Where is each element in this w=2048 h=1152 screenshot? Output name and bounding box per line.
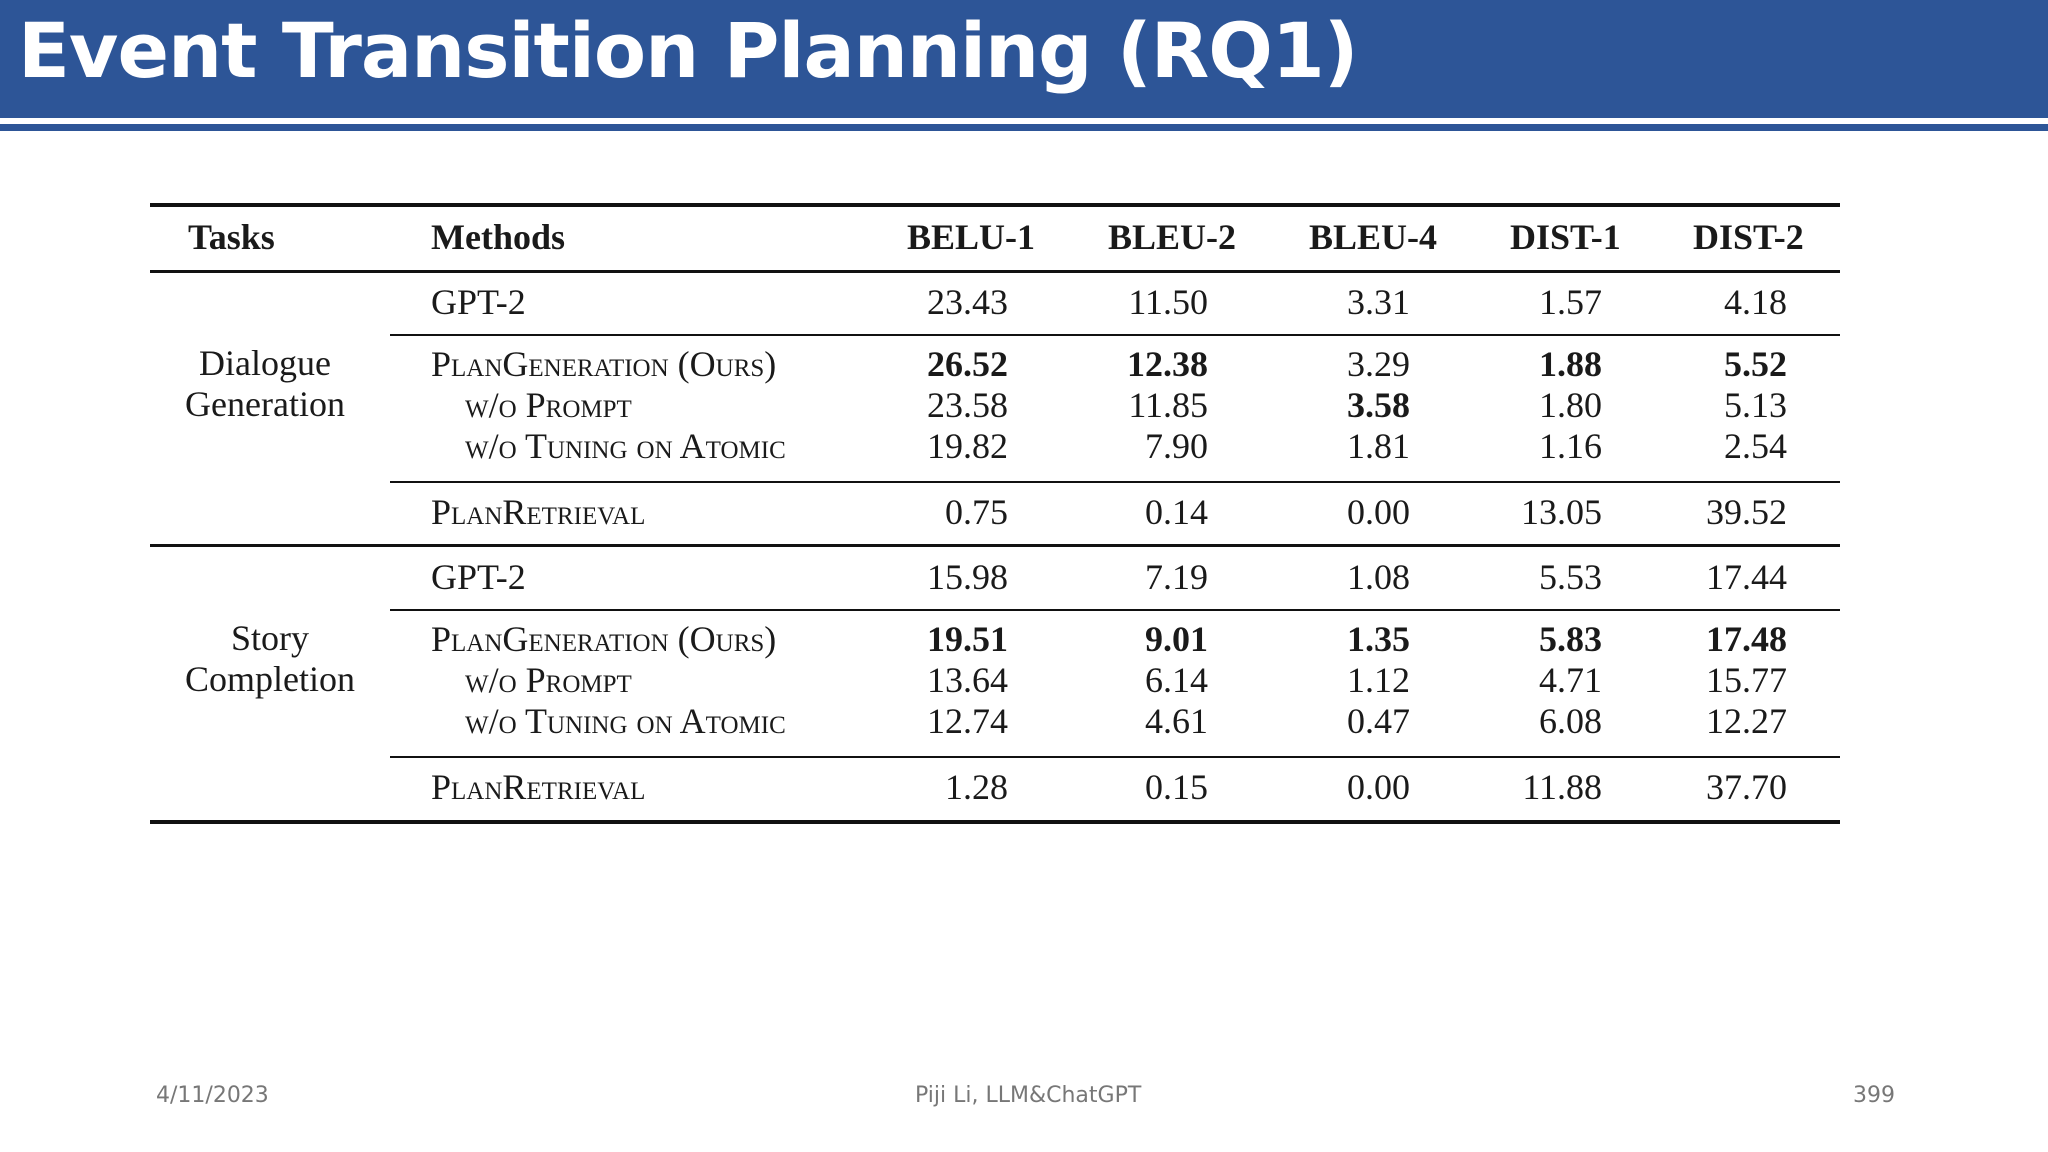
- task-label: Story Completion: [155, 618, 385, 700]
- metric-value: 13.05: [1521, 492, 1602, 532]
- title-underline: [0, 124, 2048, 131]
- metric-value: 0.47: [1347, 701, 1410, 741]
- metric-value: 13.64: [927, 660, 1008, 700]
- metric-value: 0.75: [945, 492, 1008, 532]
- method-name: PlanRetrieval: [431, 492, 646, 532]
- header-dist2: DIST-2: [1693, 217, 1804, 257]
- metric-value: 4.71: [1539, 660, 1602, 700]
- table-top-rule: [150, 203, 1840, 207]
- metric-value: 3.29: [1347, 344, 1410, 384]
- group-rule: [390, 756, 1840, 758]
- group-rule: [390, 609, 1840, 611]
- method-name: GPT-2: [431, 557, 526, 597]
- metric-value: 19.51: [927, 619, 1008, 659]
- metric-value: 12.38: [1127, 344, 1208, 384]
- footer-page: 399: [1853, 1083, 1895, 1108]
- metric-value: 1.80: [1539, 385, 1602, 425]
- task-label-line: Story: [230, 618, 309, 658]
- method-name: w/o Tuning on Atomic: [465, 701, 786, 741]
- task-label: Dialogue Generation: [150, 343, 380, 425]
- metric-value: 1.88: [1539, 344, 1602, 384]
- metric-value: 17.44: [1706, 557, 1787, 597]
- metric-value: 9.01: [1145, 619, 1208, 659]
- metric-value: 6.14: [1145, 660, 1208, 700]
- group-rule: [390, 334, 1840, 336]
- metric-value: 2.54: [1724, 426, 1787, 466]
- method-name: PlanRetrieval: [431, 767, 646, 807]
- method-name: w/o Tuning on Atomic: [465, 426, 786, 466]
- metric-value: 5.13: [1724, 385, 1787, 425]
- metric-value: 15.98: [927, 557, 1008, 597]
- metric-value: 26.52: [927, 344, 1008, 384]
- task-label-line: Generation: [185, 384, 345, 424]
- metric-value: 3.58: [1347, 385, 1410, 425]
- metric-value: 1.12: [1347, 660, 1410, 700]
- title-bar: Event Transition Planning (RQ1): [0, 0, 2048, 118]
- metric-value: 11.50: [1128, 282, 1208, 322]
- metric-value: 12.27: [1706, 701, 1787, 741]
- header-tasks: Tasks: [188, 217, 275, 257]
- metric-value: 1.35: [1347, 619, 1410, 659]
- footer-date: 4/11/2023: [156, 1083, 269, 1108]
- method-name: PlanGeneration (Ours): [431, 344, 777, 384]
- header-bleu2: BLEU-2: [1108, 217, 1237, 257]
- metric-value: 6.08: [1539, 701, 1602, 741]
- metric-value: 1.57: [1539, 282, 1602, 322]
- metric-value: 3.31: [1347, 282, 1410, 322]
- metric-value: 7.19: [1145, 557, 1208, 597]
- slide-title: Event Transition Planning (RQ1): [18, 6, 1358, 95]
- metric-value: 4.61: [1145, 701, 1208, 741]
- metric-value: 15.77: [1706, 660, 1787, 700]
- metric-value: 5.52: [1724, 344, 1787, 384]
- header-belu1: BELU-1: [907, 217, 1036, 257]
- metric-value: 12.74: [927, 701, 1008, 741]
- metric-value: 1.81: [1347, 426, 1410, 466]
- metric-value: 4.18: [1724, 282, 1787, 322]
- metric-value: 1.08: [1347, 557, 1410, 597]
- metric-value: 1.16: [1539, 426, 1602, 466]
- header-bleu4: BLEU-4: [1309, 217, 1438, 257]
- header-methods: Methods: [431, 217, 565, 257]
- method-name: w/o Prompt: [465, 660, 632, 700]
- metric-value: 0.14: [1145, 492, 1208, 532]
- metric-value: 0.00: [1347, 767, 1410, 807]
- metric-value: 23.58: [927, 385, 1008, 425]
- metric-value: 23.43: [927, 282, 1008, 322]
- metric-value: 11.88: [1522, 767, 1602, 807]
- metric-value: 0.00: [1347, 492, 1410, 532]
- metric-value: 19.82: [927, 426, 1008, 466]
- metric-value: 0.15: [1145, 767, 1208, 807]
- footer-author: Piji Li, LLM&ChatGPT: [915, 1083, 1142, 1108]
- metric-value: 37.70: [1706, 767, 1787, 807]
- metric-value: 5.53: [1539, 557, 1602, 597]
- metric-value: 17.48: [1706, 619, 1787, 659]
- method-name: PlanGeneration (Ours): [431, 619, 777, 659]
- group-rule: [390, 481, 1840, 483]
- task-label-line: Dialogue: [199, 343, 331, 383]
- metric-value: 5.83: [1539, 619, 1602, 659]
- task-label-line: Completion: [185, 659, 355, 699]
- header-rule: [150, 270, 1840, 273]
- table-bottom-rule: [150, 820, 1840, 824]
- metric-value: 1.28: [945, 767, 1008, 807]
- metric-value: 39.52: [1706, 492, 1787, 532]
- method-name: w/o Prompt: [465, 385, 632, 425]
- metric-value: 7.90: [1145, 426, 1208, 466]
- section-rule: [150, 544, 1840, 547]
- metric-value: 11.85: [1128, 385, 1208, 425]
- method-name: GPT-2: [431, 282, 526, 322]
- header-dist1: DIST-1: [1510, 217, 1621, 257]
